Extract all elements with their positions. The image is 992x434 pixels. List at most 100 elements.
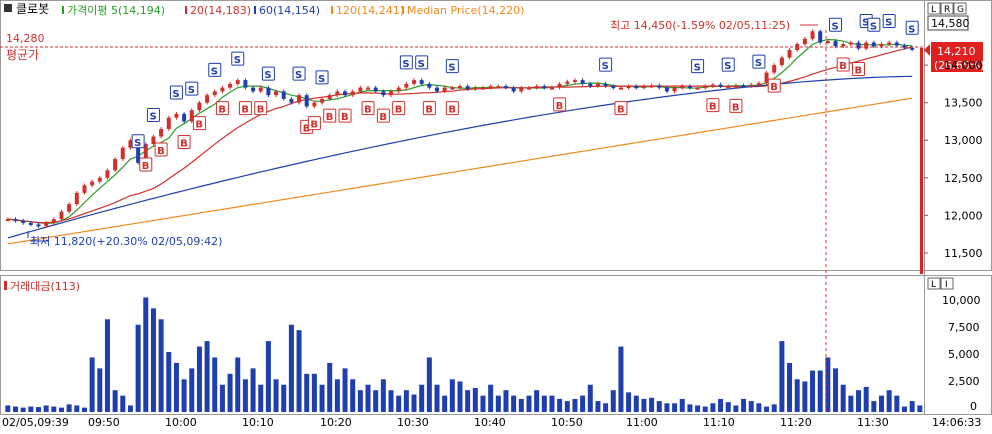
candle-body	[320, 98, 325, 103]
volume-bar	[81, 407, 87, 412]
volume-corner-buttons[interactable]: L I	[927, 277, 954, 290]
marker-box	[292, 66, 306, 81]
candle-body	[749, 84, 754, 87]
sell-marker: S	[169, 85, 183, 100]
sell-marker: S	[445, 59, 459, 74]
ma60-line	[7, 75, 913, 239]
legend-ma5: 가격이평 5(14,194)	[67, 4, 165, 17]
marker-letter: S	[295, 70, 302, 81]
marker-letter: B	[839, 61, 847, 72]
current-price-box	[931, 42, 983, 72]
low-annotation: 최저 11,820(+20.30% 02/05,09:42)	[30, 235, 222, 248]
candle-body	[565, 81, 570, 84]
volume-corner-button-l[interactable]	[927, 277, 941, 290]
legend-ma5-swatch	[62, 6, 64, 14]
candle-body	[82, 185, 87, 193]
corner-button-l[interactable]	[927, 2, 941, 15]
candle-body	[90, 181, 95, 186]
volume-bar	[664, 403, 670, 412]
buy-marker: B	[254, 101, 268, 116]
volume-bar	[817, 370, 823, 412]
candle-body	[266, 87, 271, 96]
candle-body	[450, 87, 455, 90]
volume-bar	[143, 297, 149, 412]
price-tick-11500: 11,500	[944, 247, 983, 260]
candle-body	[389, 91, 394, 96]
price-corner-buttons[interactable]: L R G	[927, 2, 967, 15]
candle-body	[28, 222, 33, 225]
marker-box	[852, 62, 866, 77]
legend-stock-marker	[4, 4, 12, 12]
volume-bar	[702, 406, 708, 412]
volume-corner-button-i[interactable]	[940, 277, 954, 290]
corner-button-g[interactable]	[953, 2, 967, 15]
volume-bar	[89, 357, 95, 412]
volume-bars	[5, 297, 923, 412]
current-price-bar	[920, 48, 923, 274]
marker-letter: B	[448, 105, 456, 116]
marker-box	[767, 78, 781, 93]
marker-box	[338, 108, 352, 123]
marker-letter: S	[234, 55, 241, 66]
sell-marker: S	[829, 17, 843, 32]
candle-body	[5, 219, 10, 222]
volume-bar	[495, 395, 501, 412]
marker-letter: B	[142, 161, 150, 172]
sell-marker: S	[399, 55, 413, 70]
candle-body	[274, 91, 279, 96]
volume-bar	[672, 403, 678, 412]
volume-bar	[886, 390, 892, 412]
marker-letter: B	[395, 105, 403, 116]
volume-bar	[426, 357, 432, 412]
candle-body	[833, 41, 838, 47]
vol-tick-5000: 5,000	[948, 348, 980, 361]
volume-bar	[158, 319, 164, 412]
buy-marker: B	[836, 57, 850, 72]
volume-bar	[319, 384, 325, 412]
marker-box	[836, 57, 850, 72]
volume-bar	[419, 384, 425, 412]
marker-box	[691, 59, 705, 74]
marker-letter: S	[908, 24, 915, 35]
buy-marker: B	[177, 134, 191, 149]
buy-marker: B	[323, 108, 337, 123]
candle-body	[327, 95, 332, 99]
candle-body	[442, 87, 447, 92]
current-change: (26.65%)	[934, 59, 985, 72]
marker-box	[729, 98, 743, 113]
marker-box	[599, 57, 613, 72]
volume-bar	[403, 390, 409, 412]
volume-bar	[687, 404, 693, 412]
candle-body	[105, 170, 110, 178]
candle-body	[703, 86, 708, 89]
candles	[5, 29, 915, 228]
volume-bar	[465, 390, 471, 412]
marker-box	[399, 55, 413, 70]
marker-box	[192, 116, 206, 131]
candle-body	[526, 87, 531, 90]
volume-bar	[618, 346, 624, 412]
buy-marker: B	[767, 78, 781, 93]
volume-bar	[334, 379, 340, 412]
volume-bar	[480, 395, 486, 412]
volume-bar	[656, 401, 662, 412]
candle-body	[557, 83, 562, 88]
buy-marker: B	[852, 62, 866, 77]
marker-letter: B	[257, 105, 265, 116]
volume-bar	[104, 319, 110, 412]
candle-body	[350, 91, 355, 96]
sell-marker: S	[691, 59, 705, 74]
corner-button-r[interactable]	[940, 2, 954, 15]
candle-body	[741, 85, 746, 88]
marker-letter: B	[310, 120, 318, 131]
volume-bar	[135, 324, 141, 412]
candle-body	[772, 65, 777, 73]
avg-price-value: 14,280	[6, 32, 45, 45]
sell-marker: S	[752, 54, 766, 69]
candle-body	[335, 91, 340, 96]
sell-marker: S	[599, 57, 613, 72]
candle-body	[151, 136, 156, 144]
volume-bar	[5, 405, 11, 412]
volume-bar	[120, 395, 126, 412]
candle-body	[810, 31, 815, 39]
